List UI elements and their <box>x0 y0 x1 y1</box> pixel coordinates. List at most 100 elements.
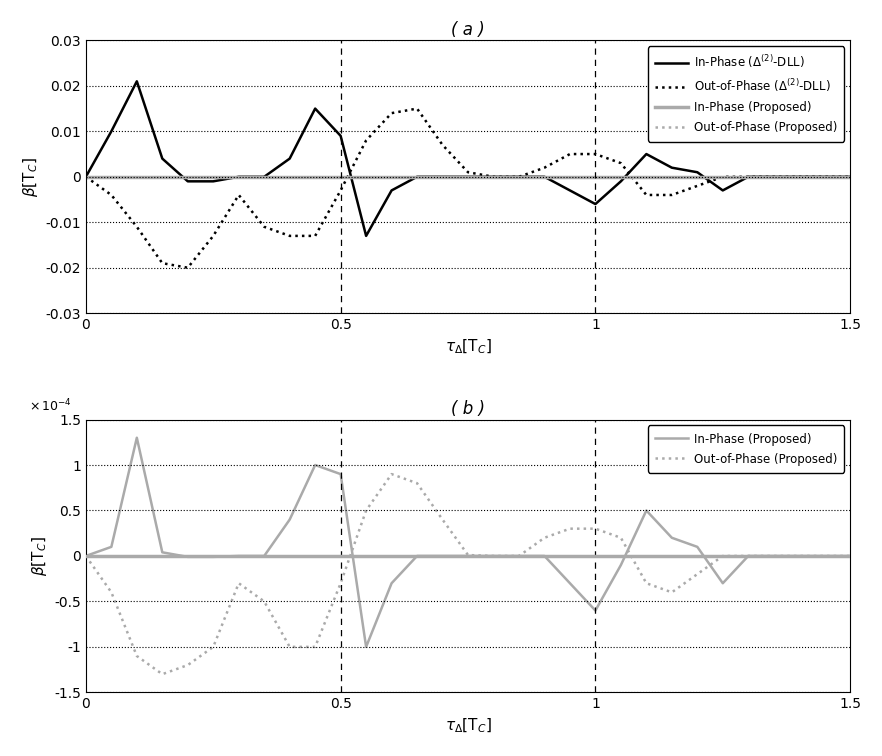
In-Phase (Proposed) <box>106 542 116 551</box>
Out-of-Phase ($\Delta^{(2)}$-DLL) <box>284 231 295 240</box>
Out-of-Phase ($\Delta^{(2)}$-DLL) <box>641 191 652 200</box>
X-axis label: $\tau_\Delta$[T$_C$]: $\tau_\Delta$[T$_C$] <box>445 338 491 356</box>
Out-of-Phase (Proposed) <box>667 587 677 596</box>
Out-of-Phase ($\Delta^{(2)}$-DLL) <box>183 263 193 272</box>
Out-of-Phase ($\Delta^{(2)}$-DLL) <box>157 259 168 268</box>
In-Phase (Proposed) <box>743 551 753 560</box>
Out-of-Phase ($\Delta^{(2)}$-DLL) <box>234 191 244 200</box>
Out-of-Phase ($\Delta^{(2)}$-DLL) <box>590 150 601 159</box>
Out-of-Phase (Proposed) <box>284 643 295 652</box>
In-Phase ($\Delta^{(2)}$-DLL) <box>183 177 193 186</box>
In-Phase ($\Delta^{(2)}$-DLL) <box>234 172 244 181</box>
Out-of-Phase ($\Delta^{(2)}$-DLL) <box>717 172 728 181</box>
Out-of-Phase (Proposed) <box>335 578 346 587</box>
Out-of-Phase (Proposed) <box>208 643 219 652</box>
Out-of-Phase (Proposed) <box>692 569 703 578</box>
In-Phase (Proposed) <box>310 460 320 469</box>
In-Phase (Proposed) <box>259 551 270 560</box>
In-Phase ($\Delta^{(2)}$-DLL) <box>284 154 295 163</box>
In-Phase ($\Delta^{(2)}$-DLL) <box>208 177 219 186</box>
Out-of-Phase ($\Delta^{(2)}$-DLL) <box>106 191 116 200</box>
Out-of-Phase (Proposed) <box>794 551 804 560</box>
In-Phase ($\Delta^{(2)}$-DLL) <box>80 172 91 181</box>
Out-of-Phase ($\Delta^{(2)}$-DLL) <box>208 231 219 240</box>
In-Phase ($\Delta^{(2)}$-DLL) <box>692 168 703 177</box>
In-Phase ($\Delta^{(2)}$-DLL) <box>513 172 524 181</box>
Legend: In-Phase (Proposed), Out-of-Phase (Proposed): In-Phase (Proposed), Out-of-Phase (Propo… <box>647 426 844 472</box>
Out-of-Phase ($\Delta^{(2)}$-DLL) <box>513 172 524 181</box>
Out-of-Phase (Proposed) <box>641 578 652 587</box>
Out-of-Phase (Proposed) <box>131 652 142 661</box>
X-axis label: $\tau_\Delta$[T$_C$]: $\tau_\Delta$[T$_C$] <box>445 717 491 735</box>
Out-of-Phase (Proposed) <box>106 587 116 596</box>
Out-of-Phase (Proposed) <box>845 551 856 560</box>
Out-of-Phase ($\Delta^{(2)}$-DLL) <box>616 159 626 168</box>
In-Phase (Proposed) <box>80 551 91 560</box>
In-Phase ($\Delta^{(2)}$-DLL) <box>361 231 371 240</box>
In-Phase (Proposed) <box>412 551 422 560</box>
In-Phase ($\Delta^{(2)}$-DLL) <box>463 172 474 181</box>
Out-of-Phase ($\Delta^{(2)}$-DLL) <box>386 109 397 118</box>
Out-of-Phase ($\Delta^{(2)}$-DLL) <box>667 191 677 200</box>
Out-of-Phase (Proposed) <box>183 661 193 670</box>
Out-of-Phase ($\Delta^{(2)}$-DLL) <box>489 172 499 181</box>
In-Phase (Proposed) <box>717 578 728 587</box>
In-Phase ($\Delta^{(2)}$-DLL) <box>564 186 575 195</box>
Out-of-Phase ($\Delta^{(2)}$-DLL) <box>131 222 142 231</box>
Line: Out-of-Phase ($\Delta^{(2)}$-DLL): Out-of-Phase ($\Delta^{(2)}$-DLL) <box>86 109 850 268</box>
Out-of-Phase (Proposed) <box>259 597 270 606</box>
Out-of-Phase ($\Delta^{(2)}$-DLL) <box>692 181 703 191</box>
In-Phase ($\Delta^{(2)}$-DLL) <box>616 177 626 186</box>
In-Phase (Proposed) <box>361 643 371 652</box>
Out-of-Phase (Proposed) <box>412 479 422 488</box>
In-Phase ($\Delta^{(2)}$-DLL) <box>412 172 422 181</box>
In-Phase (Proposed) <box>437 551 448 560</box>
Out-of-Phase ($\Delta^{(2)}$-DLL) <box>361 136 371 145</box>
In-Phase (Proposed) <box>667 533 677 542</box>
In-Phase ($\Delta^{(2)}$-DLL) <box>106 127 116 136</box>
Out-of-Phase ($\Delta^{(2)}$-DLL) <box>794 172 804 181</box>
Out-of-Phase (Proposed) <box>437 515 448 524</box>
In-Phase ($\Delta^{(2)}$-DLL) <box>845 172 856 181</box>
Out-of-Phase (Proposed) <box>157 670 168 679</box>
In-Phase ($\Delta^{(2)}$-DLL) <box>259 172 270 181</box>
In-Phase ($\Delta^{(2)}$-DLL) <box>489 172 499 181</box>
In-Phase (Proposed) <box>564 578 575 587</box>
Title: ( b ): ( b ) <box>451 400 485 418</box>
In-Phase (Proposed) <box>463 551 474 560</box>
Out-of-Phase (Proposed) <box>386 469 397 479</box>
Out-of-Phase ($\Delta^{(2)}$-DLL) <box>437 141 448 150</box>
Out-of-Phase ($\Delta^{(2)}$-DLL) <box>412 104 422 113</box>
Legend: In-Phase ($\Delta^{(2)}$-DLL), Out-of-Phase ($\Delta^{(2)}$-DLL), In-Phase (Prop: In-Phase ($\Delta^{(2)}$-DLL), Out-of-Ph… <box>647 46 844 141</box>
Line: Out-of-Phase (Proposed): Out-of-Phase (Proposed) <box>86 474 850 674</box>
Out-of-Phase (Proposed) <box>80 551 91 560</box>
In-Phase (Proposed) <box>590 606 601 615</box>
Y-axis label: $\beta$[T$_C$]: $\beta$[T$_C$] <box>21 157 40 197</box>
In-Phase ($\Delta^{(2)}$-DLL) <box>335 132 346 141</box>
Out-of-Phase (Proposed) <box>717 551 728 560</box>
In-Phase (Proposed) <box>183 553 193 562</box>
Out-of-Phase (Proposed) <box>564 524 575 533</box>
Out-of-Phase (Proposed) <box>539 533 549 542</box>
Out-of-Phase ($\Delta^{(2)}$-DLL) <box>259 222 270 231</box>
Out-of-Phase ($\Delta^{(2)}$-DLL) <box>845 172 856 181</box>
In-Phase (Proposed) <box>641 506 652 515</box>
In-Phase (Proposed) <box>335 469 346 479</box>
In-Phase (Proposed) <box>284 515 295 524</box>
Out-of-Phase ($\Delta^{(2)}$-DLL) <box>335 186 346 195</box>
Out-of-Phase ($\Delta^{(2)}$-DLL) <box>743 172 753 181</box>
In-Phase ($\Delta^{(2)}$-DLL) <box>539 172 549 181</box>
In-Phase (Proposed) <box>539 551 549 560</box>
Line: In-Phase ($\Delta^{(2)}$-DLL): In-Phase ($\Delta^{(2)}$-DLL) <box>86 82 850 236</box>
In-Phase ($\Delta^{(2)}$-DLL) <box>667 163 677 172</box>
In-Phase (Proposed) <box>234 551 244 560</box>
In-Phase (Proposed) <box>513 551 524 560</box>
In-Phase ($\Delta^{(2)}$-DLL) <box>717 186 728 195</box>
In-Phase (Proposed) <box>157 548 168 557</box>
In-Phase ($\Delta^{(2)}$-DLL) <box>157 154 168 163</box>
In-Phase (Proposed) <box>616 560 626 569</box>
Out-of-Phase ($\Delta^{(2)}$-DLL) <box>310 231 320 240</box>
Out-of-Phase (Proposed) <box>743 551 753 560</box>
Out-of-Phase (Proposed) <box>310 643 320 652</box>
Out-of-Phase (Proposed) <box>590 524 601 533</box>
